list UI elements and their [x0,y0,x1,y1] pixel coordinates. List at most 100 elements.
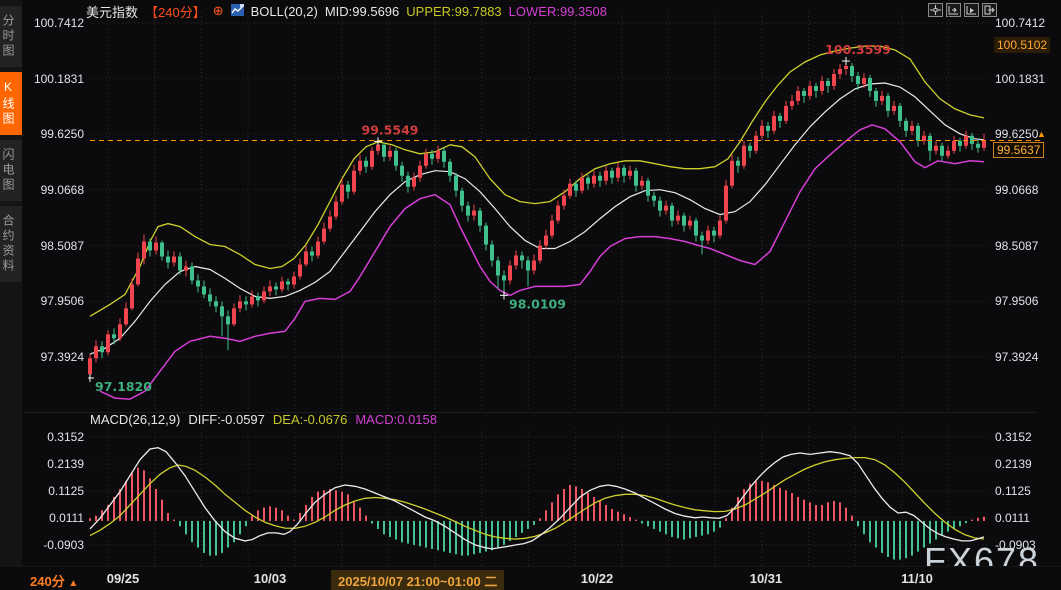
candle-body [250,296,254,305]
candle-body [118,324,122,339]
candle-body [460,190,464,206]
candle-body [934,145,938,151]
candle-body [790,100,794,106]
candle-body [772,115,776,131]
candle-body [946,150,950,156]
candle-body [442,150,446,162]
boll-lower-value: LOWER:99.3508 [508,3,607,19]
candle-body [394,150,398,166]
candle-body [892,105,896,111]
candlestick-chart[interactable]: 97.1820 99.5549 98.0109 100.3599 [88,12,1061,414]
candle-body [778,115,782,121]
scale-right-icon[interactable] [964,3,979,17]
axis-label: -0.0903 [995,538,1036,552]
candle-body [280,281,284,290]
candle-body [346,184,350,192]
candle-body [592,175,596,184]
candle-body [418,165,422,178]
date-tick: 10/22 [580,571,614,586]
exit-icon[interactable] [982,3,997,17]
axis-label: 100.7412 [995,16,1046,30]
axis-label: 0.1125 [995,483,1031,498]
current-price-arrow-icon: ▲ [1037,129,1046,140]
sidebar-item-闪电图[interactable]: 闪电图 [0,140,22,201]
boll-label: BOLL(20,2) [250,3,318,19]
sidebar-item-K线图[interactable]: K线图 [0,72,22,135]
candle-body [676,215,680,221]
candle-body [526,260,530,271]
candle-body [538,245,542,261]
period-selector[interactable]: 240分 ▲ [30,574,79,589]
candle-body [862,77,866,84]
candle-body [856,75,860,84]
sidebar-item-合约资料[interactable]: 合约资料 [0,206,22,282]
bollinger-band [89,45,985,317]
candle-body [454,175,458,191]
candle-body [646,180,650,196]
candle-body [970,135,974,144]
sidebar-item-分时图[interactable]: 分时图 [0,6,22,67]
candle-body [910,125,914,131]
axis-label: 97.3924 [40,350,84,364]
candle-body [160,242,164,257]
chart-header: 美元指数 【240分】 ⊕ BOLL(20,2) MID:99.5696 UPP… [86,3,607,20]
current-price-tag: 99.5637 [993,142,1045,159]
candle-body [796,90,800,101]
candle-body [298,264,302,277]
candle-body [400,165,404,176]
crosshair-icon[interactable] [928,3,943,17]
axis-label: 0.3152 [47,430,84,444]
candle-body [328,216,332,229]
candle-body [316,241,320,256]
candle-body [550,220,554,236]
dropdown-arrow-icon: ▲ [68,578,79,589]
candle-body [640,180,644,186]
macd-axis-right: 0.3152 0.2139 0.1125 0.0111 -0.0903 [995,0,1059,590]
candle-body [574,183,578,191]
axis-label: 97.3924 [995,350,1039,364]
candle-body [748,145,752,151]
candle-body [262,291,266,301]
macd-chart[interactable] [88,428,1061,568]
candle-body [388,150,392,157]
candle-body [922,135,926,141]
candle-body [628,170,632,176]
candle-body [508,265,512,281]
candle-body [340,184,344,202]
add-indicator-icon[interactable]: ⊕ [212,3,224,18]
candle-body [868,77,872,91]
candle-body [238,301,242,309]
candle-body [370,150,374,167]
price-axis-right[interactable]: 100.7412 100.1831 99.6250 99.0668 98.5087 97.… [995,0,1059,420]
candle-body [664,205,668,211]
candle-body [100,346,104,353]
candle-body [382,144,386,157]
candle-body [826,80,830,86]
candle-body [172,256,176,263]
candle-body [310,251,314,256]
panel-divider [24,412,1036,413]
candle-body [706,230,710,241]
candle-body [718,220,722,236]
candle-body [448,161,452,176]
candle-body [130,284,134,309]
candle-body [880,95,884,101]
axis-label: 99.0668 [995,183,1039,197]
axis-label: 100.1831 [995,71,1046,86]
candle-body [214,301,218,307]
price-annotation: 98.0109 [509,296,566,311]
scale-left-icon[interactable] [946,3,961,17]
candle-body [850,66,854,76]
macd-diff-value: DIFF:-0.0597 [188,412,265,427]
candle-body [142,241,146,259]
axis-label: 0.0111 [995,510,1030,525]
axis-label: 0.1125 [48,483,84,498]
axis-label: 100.7412 [33,16,84,30]
candle-body [886,95,890,111]
axis-label: 97.9506 [40,294,84,309]
candle-body [700,235,704,241]
period-label[interactable]: 【240分】 [145,4,206,20]
axis-label: 98.5087 [40,238,84,253]
candle-body [304,251,308,265]
